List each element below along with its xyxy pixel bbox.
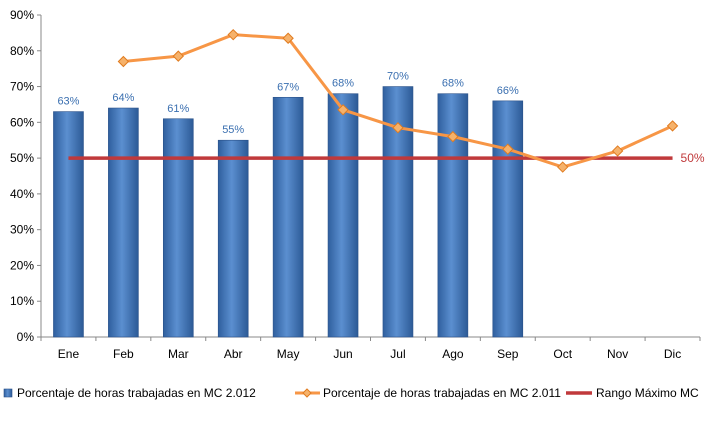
x-axis: Ene Feb Mar Abr May Jun Jul Ago Sep Oct Nov Dic — [40, 336, 701, 361]
bar-value-label: 68% — [332, 78, 354, 90]
y-tick-label: 40% — [10, 187, 34, 201]
line-point-marker — [282, 32, 294, 44]
line-point-marker — [337, 104, 349, 116]
x-tick-label: Ago — [442, 347, 464, 361]
bar-value-label: 55% — [222, 124, 244, 136]
legend-swatch-bar — [3, 388, 13, 398]
y-tick-label: 0% — [17, 330, 35, 344]
x-tick-label: Nov — [607, 347, 628, 361]
bar-value-label: 68% — [442, 78, 464, 90]
line-point-marker — [557, 161, 569, 173]
line-point-marker — [611, 145, 624, 157]
reference-line-series: 50% — [68, 151, 705, 165]
legend: Porcentaje de horas trabajadas en MC 2.0… — [3, 386, 699, 400]
y-tick-label: 70% — [10, 80, 34, 94]
bar-value-label: 63% — [57, 96, 79, 108]
reference-line-label: 50% — [681, 151, 705, 165]
line-point-marker — [447, 130, 459, 143]
bar-data-labels: 63% 64% 61% 55% 67% 68% 70% 68% 66% — [57, 71, 519, 137]
bar — [437, 93, 469, 338]
x-tick-label: Ene — [58, 347, 80, 361]
y-tick-label: 50% — [10, 151, 34, 165]
x-tick-label: Abr — [224, 347, 243, 361]
x-tick-label: Sep — [497, 347, 519, 361]
x-tick-label: Feb — [113, 347, 134, 361]
x-tick-label: Mar — [168, 347, 189, 361]
line-point-marker — [666, 120, 679, 132]
y-axis: 0% 10% 20% 30% 40% 50% 60% 70% 80% 90% — [10, 8, 42, 344]
bar — [217, 139, 249, 338]
x-tick-label: Dic — [664, 347, 681, 361]
bar-value-label: 70% — [387, 71, 409, 83]
x-tick-label: Jul — [390, 347, 405, 361]
x-tick-label: Jun — [333, 347, 352, 361]
bar — [272, 96, 304, 338]
line-point-marker — [227, 28, 239, 41]
legend-swatch-marker — [302, 388, 312, 398]
line-point-marker — [502, 143, 514, 155]
bar — [53, 111, 84, 338]
bar — [162, 118, 194, 338]
x-tick-label: May — [277, 347, 300, 361]
legend-label: Rango Máximo MC — [596, 386, 699, 400]
bar — [492, 100, 524, 338]
bar — [108, 107, 139, 338]
bar-value-label: 64% — [112, 92, 134, 104]
y-tick-label: 10% — [10, 294, 34, 308]
y-tick-label: 90% — [10, 8, 34, 22]
line-point-marker — [392, 121, 404, 134]
line-point-marker — [117, 55, 130, 68]
bar-value-label: 61% — [167, 103, 189, 115]
line-series — [117, 28, 679, 173]
y-tick-label: 30% — [10, 223, 34, 237]
legend-label: Porcentaje de horas trabajadas en MC 2.0… — [323, 386, 561, 400]
bar-series — [53, 86, 524, 338]
bar-value-label: 67% — [277, 81, 299, 93]
bar-value-label: 66% — [497, 85, 519, 97]
x-tick-label: Oct — [553, 347, 572, 361]
bar — [327, 93, 359, 338]
y-tick-label: 80% — [10, 44, 34, 58]
legend-label: Porcentaje de horas trabajadas en MC 2.0… — [17, 386, 256, 400]
line-point-marker — [172, 50, 184, 62]
y-tick-label: 60% — [10, 115, 34, 129]
y-tick-label: 20% — [10, 258, 34, 272]
